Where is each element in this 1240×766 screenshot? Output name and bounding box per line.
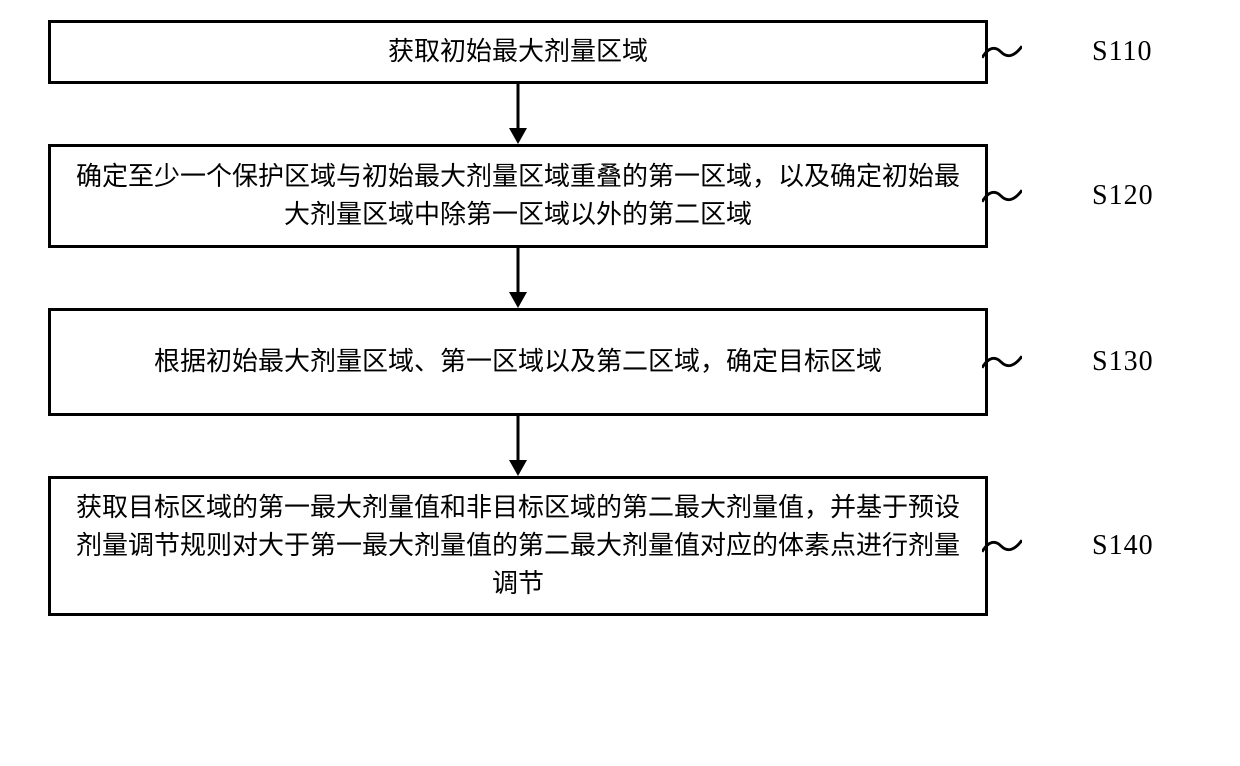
- step-box-s110: 获取初始最大剂量区域: [48, 20, 988, 84]
- connector-tilde-icon: [982, 530, 1022, 562]
- step-row: 根据初始最大剂量区域、第一区域以及第二区域，确定目标区域 S130: [48, 308, 1188, 416]
- step-label: S110: [1092, 36, 1153, 68]
- step-text: 确定至少一个保护区域与初始最大剂量区域重叠的第一区域，以及确定初始最大剂量区域中…: [71, 158, 965, 233]
- step-box-s130: 根据初始最大剂量区域、第一区域以及第二区域，确定目标区域: [48, 308, 988, 416]
- step-label: S120: [1092, 180, 1154, 212]
- arrow-down-icon: [48, 416, 988, 476]
- step-row: 确定至少一个保护区域与初始最大剂量区域重叠的第一区域，以及确定初始最大剂量区域中…: [48, 144, 1188, 248]
- flowchart-container: 获取初始最大剂量区域 S110 确定至少一个保护区域与初始最大剂量区域重叠的第一…: [48, 20, 1188, 616]
- arrow-down-icon: [48, 248, 988, 308]
- step-box-s120: 确定至少一个保护区域与初始最大剂量区域重叠的第一区域，以及确定初始最大剂量区域中…: [48, 144, 988, 248]
- connector-tilde-icon: [982, 346, 1022, 378]
- connector-tilde-icon: [982, 36, 1022, 68]
- step-row: 获取初始最大剂量区域 S110: [48, 20, 1188, 84]
- step-text: 根据初始最大剂量区域、第一区域以及第二区域，确定目标区域: [154, 343, 882, 381]
- step-row: 获取目标区域的第一最大剂量值和非目标区域的第二最大剂量值，并基于预设剂量调节规则…: [48, 476, 1188, 616]
- step-text: 获取目标区域的第一最大剂量值和非目标区域的第二最大剂量值，并基于预设剂量调节规则…: [71, 489, 965, 602]
- step-label: S130: [1092, 346, 1154, 378]
- connector-tilde-icon: [982, 180, 1022, 212]
- step-text: 获取初始最大剂量区域: [388, 33, 648, 71]
- step-box-s140: 获取目标区域的第一最大剂量值和非目标区域的第二最大剂量值，并基于预设剂量调节规则…: [48, 476, 988, 616]
- arrow-down-icon: [48, 84, 988, 144]
- step-label: S140: [1092, 530, 1154, 562]
